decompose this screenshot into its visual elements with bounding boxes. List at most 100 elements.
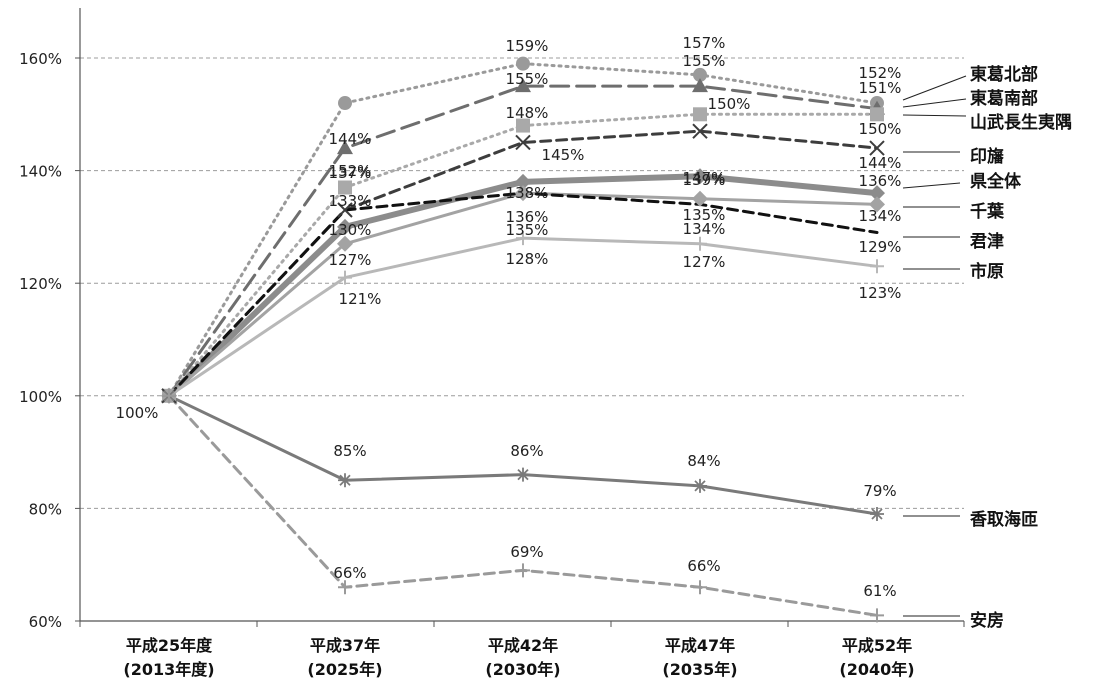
series-marker-0-1 bbox=[338, 96, 352, 111]
x-tick-label: 平成25年度 bbox=[126, 636, 213, 655]
series-line-1 bbox=[167, 84, 879, 398]
series-marker-9-2 bbox=[516, 563, 530, 578]
series-marker-5-1 bbox=[337, 235, 353, 252]
x-tick-label: 平成37年 bbox=[310, 636, 380, 655]
series-marker-4-2 bbox=[515, 173, 531, 190]
data-label: 69% bbox=[510, 543, 543, 561]
series-marker-3-3 bbox=[692, 123, 708, 139]
series-marker-8-4 bbox=[870, 507, 884, 522]
series-marker-3-2 bbox=[515, 134, 531, 151]
data-label: 84% bbox=[687, 452, 720, 470]
data-label: 159% bbox=[506, 37, 549, 55]
data-label: 135% bbox=[506, 221, 549, 239]
legend-leader-0 bbox=[902, 75, 967, 101]
data-label: 150% bbox=[859, 120, 902, 138]
legend-label-1: 東葛南部 bbox=[970, 88, 1038, 109]
data-label: 157% bbox=[683, 34, 726, 52]
data-label: 136% bbox=[859, 172, 902, 190]
data-label: 144% bbox=[329, 130, 372, 148]
legend-label-0: 東葛北部 bbox=[970, 64, 1038, 85]
data-label: 61% bbox=[863, 582, 896, 600]
series-marker-3-1 bbox=[337, 202, 353, 218]
series-marker-2-3 bbox=[693, 107, 707, 122]
data-label: 134% bbox=[683, 220, 726, 238]
series-marker-4-1 bbox=[337, 218, 353, 235]
x-tick-label: (2025年) bbox=[307, 660, 382, 679]
data-label: 152% bbox=[329, 162, 372, 180]
series-marker-1-3 bbox=[692, 78, 708, 93]
x-tick-label: (2035年) bbox=[662, 660, 737, 679]
y-tick-label: 80% bbox=[29, 500, 62, 518]
legend-leader-4 bbox=[902, 182, 961, 189]
series-marker-2-2 bbox=[516, 118, 530, 133]
axes bbox=[79, 8, 964, 622]
series-marker-0-2 bbox=[516, 56, 530, 71]
series-marker-5-3 bbox=[692, 190, 708, 207]
legend-label-6: 君津 bbox=[970, 231, 1004, 252]
legend-label-5: 千葉 bbox=[970, 201, 1005, 222]
series-marker-2-1 bbox=[338, 180, 352, 195]
data-label: 121% bbox=[339, 290, 382, 308]
x-tick-label: 平成42年 bbox=[488, 636, 558, 655]
data-label: 66% bbox=[333, 564, 366, 582]
data-label: 127% bbox=[329, 251, 372, 269]
legend-label-3: 印旛 bbox=[970, 146, 1004, 167]
legend-label-4: 県全体 bbox=[970, 171, 1022, 192]
x-tick-label: 平成52年 bbox=[842, 636, 912, 655]
data-label: 145% bbox=[542, 146, 585, 164]
series-marker-8-1 bbox=[338, 473, 352, 488]
series-marker-7-1 bbox=[338, 270, 352, 285]
series-marker-5-4 bbox=[869, 196, 885, 213]
legend-leader-1 bbox=[902, 98, 967, 108]
y-axis-ticks: 60% 80% 100% 120% 140% 160% bbox=[19, 50, 80, 631]
x-tick-label: (2013年度) bbox=[123, 660, 214, 679]
data-label: 133% bbox=[329, 192, 372, 210]
series-markers bbox=[161, 56, 885, 623]
legend-label-8: 香取海匝 bbox=[970, 509, 1038, 530]
data-labels: 100% 152% 144% 137% 133% 130% 127% 121% 85% 66% 15… bbox=[116, 34, 902, 600]
data-label: 66% bbox=[687, 557, 720, 575]
data-label: 152% bbox=[859, 64, 902, 82]
series-marker-9-3 bbox=[693, 580, 707, 595]
data-label: 135% bbox=[683, 206, 726, 224]
data-label: 128% bbox=[506, 250, 549, 268]
series-marker-9-4 bbox=[870, 608, 884, 623]
legend-leader-2 bbox=[902, 114, 967, 117]
data-label: 148% bbox=[506, 104, 549, 122]
y-tick-label: 100% bbox=[19, 388, 62, 406]
series-line-9 bbox=[167, 394, 879, 617]
series-marker-5-2 bbox=[515, 185, 531, 202]
x-tick-label: (2030年) bbox=[485, 660, 560, 679]
legend-label-9: 安房 bbox=[970, 610, 1004, 631]
series-marker-2-4 bbox=[870, 107, 884, 122]
data-label: 85% bbox=[333, 442, 366, 460]
data-label: 79% bbox=[863, 482, 896, 500]
data-label: 100% bbox=[116, 404, 159, 422]
data-label: 147% bbox=[683, 169, 726, 187]
series-lines bbox=[166, 62, 880, 617]
series-marker-4-3 bbox=[692, 168, 708, 185]
data-label: 130% bbox=[329, 221, 372, 239]
data-label: 155% bbox=[683, 52, 726, 70]
series-marker-1-1 bbox=[337, 140, 353, 155]
data-label: 136% bbox=[506, 208, 549, 226]
series-marker-8-3 bbox=[693, 478, 707, 493]
series-marker-8-2 bbox=[516, 467, 530, 482]
series-marker-1-2 bbox=[515, 78, 531, 93]
y-tick-label: 140% bbox=[19, 163, 62, 181]
y-tick-label: 160% bbox=[19, 50, 62, 68]
data-label: 155% bbox=[506, 70, 549, 88]
series-marker-9-1 bbox=[338, 580, 352, 595]
series-marker-7-2 bbox=[516, 231, 530, 246]
data-label: 134% bbox=[859, 207, 902, 225]
legend-label-2: 山武長生夷隅 bbox=[970, 112, 1072, 133]
series-marker-7-4 bbox=[870, 259, 884, 274]
x-axis-ticks: 平成25年度 (2013年度) 平成37年 (2025年) 平成42年 (2030年) 平成… bbox=[79, 621, 965, 679]
data-label: 139% bbox=[683, 171, 726, 189]
data-label: 150% bbox=[708, 95, 751, 113]
data-label: 144% bbox=[859, 154, 902, 172]
y-tick-label: 120% bbox=[19, 275, 62, 293]
data-label: 127% bbox=[683, 253, 726, 271]
data-label: 86% bbox=[510, 442, 543, 460]
